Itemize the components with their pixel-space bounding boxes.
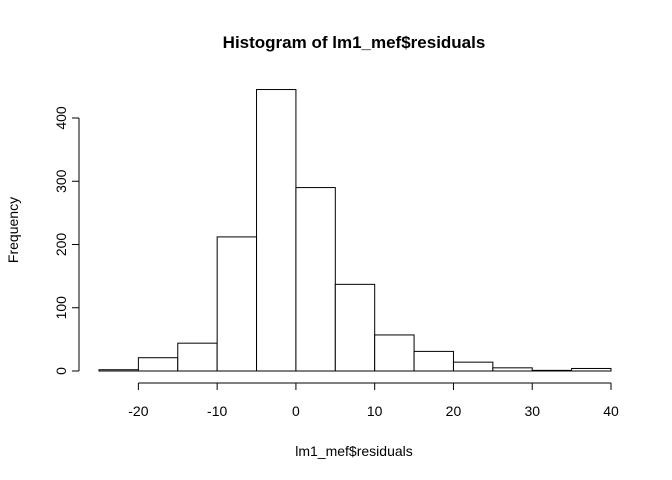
y-tick-label-1: 100 [53, 296, 69, 320]
histogram-bars [98, 89, 612, 372]
histogram-bar-9 [452, 361, 494, 372]
x-tick-label-5: 30 [524, 403, 540, 419]
x-tick-label-4: 20 [446, 403, 462, 419]
histogram-bar-0 [98, 369, 139, 372]
x-axis: -20 -10 0 10 20 30 40 [128, 382, 619, 419]
y-axis-label: Frequency [5, 197, 21, 263]
y-tick-label-0: 0 [53, 367, 69, 375]
x-axis-label: lm1_mef$residuals [295, 443, 413, 459]
y-tick-label-3: 300 [53, 169, 69, 193]
y-tick-label-4: 400 [53, 106, 69, 130]
histogram-bar-11 [531, 369, 573, 372]
histogram-bar-8 [413, 350, 454, 372]
x-tick-label-1: -10 [207, 403, 227, 419]
histogram-bar-3 [216, 236, 258, 372]
histogram-bar-4 [256, 89, 297, 372]
x-tick-label-2: 0 [292, 403, 300, 419]
chart-title: Histogram of lm1_mef$residuals [223, 33, 486, 52]
y-axis: 0 100 200 300 400 [53, 106, 80, 375]
histogram-bar-5 [295, 187, 336, 372]
histogram-bar-12 [571, 367, 612, 372]
histogram-bar-7 [374, 334, 415, 372]
histogram-bar-6 [334, 283, 376, 372]
x-tick-label-6: 40 [603, 403, 619, 419]
x-tick-label-0: -20 [128, 403, 148, 419]
histogram-bar-1 [137, 357, 179, 372]
x-tick-label-3: 10 [367, 403, 383, 419]
y-tick-label-2: 200 [53, 233, 69, 257]
histogram-bar-2 [177, 342, 218, 372]
histogram-bar-10 [492, 367, 533, 372]
